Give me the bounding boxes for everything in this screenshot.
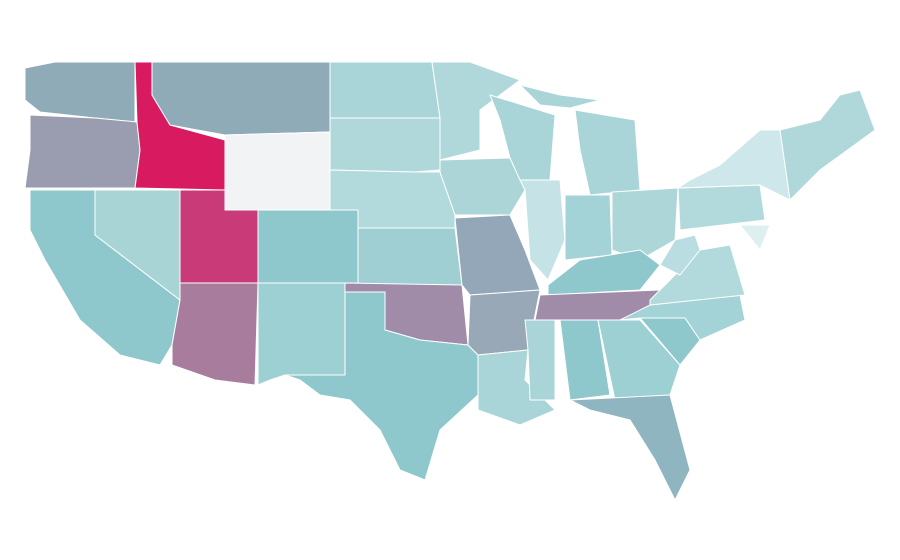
state-region	[649, 244, 746, 306]
state-region	[619, 294, 746, 341]
state-region	[171, 282, 259, 386]
state-region	[224, 131, 331, 211]
state-region	[519, 179, 566, 281]
state-region	[559, 319, 611, 401]
state-region	[151, 61, 331, 136]
state-region	[284, 291, 479, 481]
state-region	[524, 319, 556, 401]
state-region	[564, 194, 613, 261]
state-region	[574, 109, 641, 196]
state-region	[739, 224, 771, 251]
state-region	[659, 234, 701, 276]
state-region	[677, 184, 766, 231]
state-region	[329, 61, 441, 119]
state-region	[431, 61, 521, 161]
state-region	[779, 89, 876, 201]
state-region	[357, 227, 463, 286]
state-region	[519, 84, 601, 109]
state-region	[439, 157, 526, 216]
state-region	[257, 282, 346, 386]
state-region	[611, 187, 679, 261]
state-region	[24, 61, 136, 123]
state-region	[329, 117, 441, 173]
state-region	[24, 114, 141, 189]
state-region	[569, 394, 691, 501]
state-region	[597, 319, 681, 401]
state-region	[257, 209, 359, 284]
